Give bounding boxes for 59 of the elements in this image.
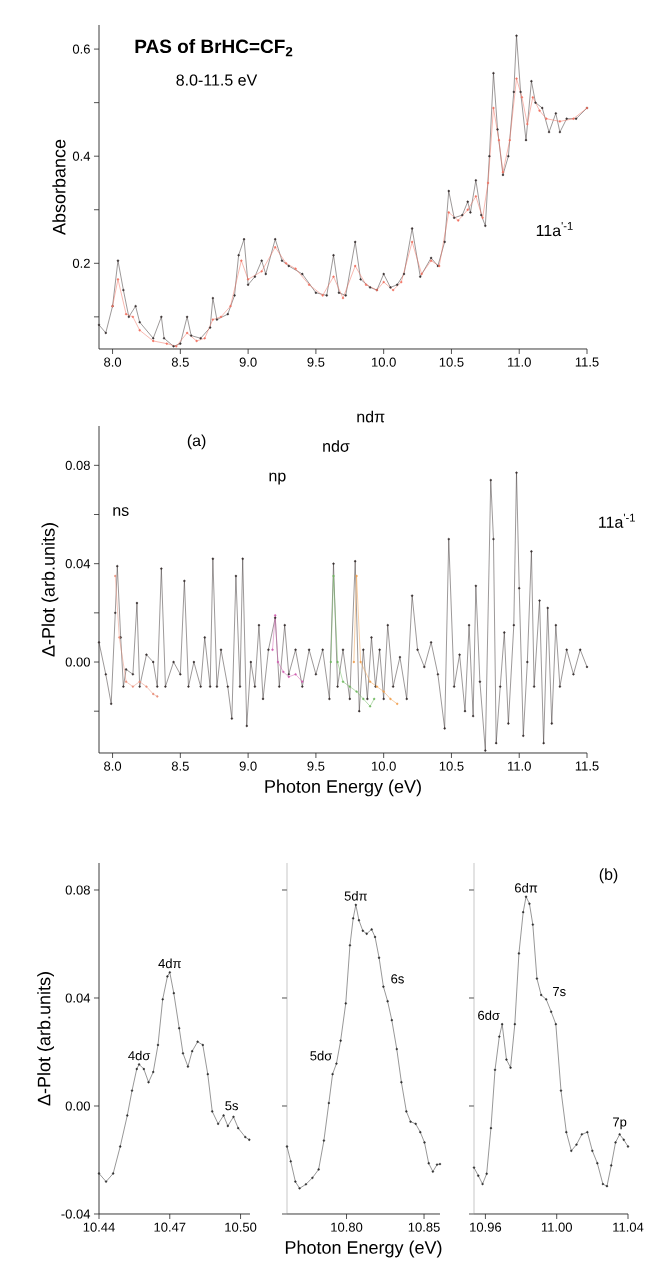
annotation: 11a$^{'-1}$ — [536, 222, 573, 237]
x-tick-label: 10.96 — [470, 1222, 502, 1232]
y-tick-label: 0.04 — [65, 559, 91, 569]
x-tick-label: 11.00 — [541, 1222, 572, 1232]
annotation: (a) — [187, 434, 206, 450]
x-tick-label: 8.0 — [104, 357, 122, 367]
y-tick-label: -0.04 — [61, 1209, 91, 1219]
annotation: 4dσ — [128, 1050, 151, 1061]
y-tick-label: 0.2 — [72, 258, 90, 268]
annotation: 7s — [553, 987, 566, 997]
x-tick-label: 9.5 — [307, 761, 325, 771]
annotation: 4dπ — [158, 958, 181, 969]
x-tick-label: 11.0 — [508, 357, 531, 367]
x-tick-label: 10.0 — [372, 357, 396, 367]
x-tick-label: 9.5 — [307, 357, 325, 367]
x-tick-label: 10.5 — [439, 357, 464, 367]
y-tick-label: 0.00 — [65, 1101, 90, 1111]
annotation: 5dσ — [310, 1050, 333, 1061]
y-tick-label: 0.00 — [65, 657, 90, 667]
y-axis-title: Absorbance — [52, 139, 66, 235]
annotation: 6dσ — [478, 1010, 500, 1020]
y-tick-label: 0.6 — [72, 44, 90, 54]
x-tick-label: 10.50 — [225, 1222, 257, 1232]
x-tick-label: 11.0 — [508, 761, 531, 771]
annotation: (b) — [599, 868, 618, 884]
x-tick-label: 10.80 — [331, 1222, 363, 1232]
y-axis-title: Δ-Plot (arb.units) — [41, 523, 59, 657]
annotation: ns — [113, 507, 129, 516]
annotation: np — [269, 472, 286, 485]
x-tick-label: 8.5 — [171, 761, 189, 771]
text: 8.0-11.5 eV — [176, 74, 258, 86]
x-tick-label: 10.44 — [83, 1222, 115, 1232]
x-tick-label: 10.85 — [408, 1222, 440, 1232]
y-tick-label: 0.04 — [65, 993, 91, 1003]
text: 11a$^{'-1}$ — [599, 513, 635, 528]
x-tick-label: 10.47 — [154, 1222, 186, 1232]
text: ndπ — [357, 410, 385, 423]
x-tick-label: 9.0 — [239, 357, 257, 367]
x-axis-title: Photon Energy (eV) — [285, 1240, 442, 1258]
annotation: ndσ — [323, 440, 350, 452]
y-axis-title: Δ-Plot (arb.units) — [37, 972, 54, 1106]
x-tick-label: 11.5 — [575, 357, 599, 367]
x-tick-label: 10.0 — [372, 761, 396, 771]
annotation: 7p — [613, 1117, 627, 1130]
x-tick-label: 9.0 — [239, 761, 257, 771]
x-tick-label: 8.0 — [104, 761, 122, 771]
x-tick-label: 10.5 — [439, 761, 464, 771]
x-tick-label: 11.5 — [575, 761, 599, 771]
x-tick-label: 11.04 — [613, 1222, 644, 1232]
annotation: 5s — [225, 1101, 239, 1111]
annotation: 6s — [391, 974, 404, 984]
x-axis-title: Photon Energy (eV) — [265, 779, 421, 797]
x-tick-label: 8.5 — [171, 357, 189, 367]
y-tick-label: 0.08 — [65, 885, 90, 895]
annotation: 5dπ — [344, 891, 367, 901]
y-tick-label: 0.08 — [65, 460, 90, 470]
annotation: 6dπ — [515, 882, 538, 893]
y-tick-label: 0.4 — [72, 151, 91, 161]
text: PAS of BrHC=CF$_{2}$ — [135, 39, 293, 57]
